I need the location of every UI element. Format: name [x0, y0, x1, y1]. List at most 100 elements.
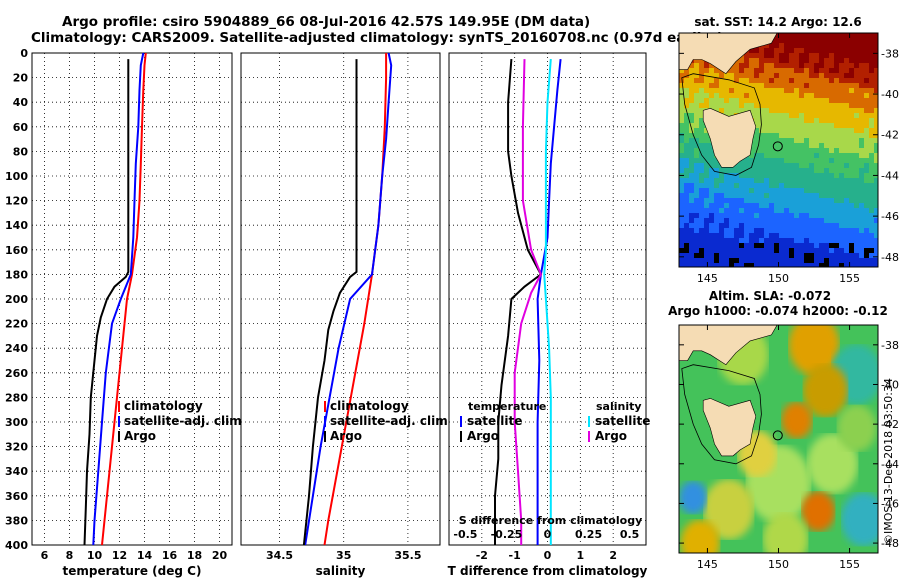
sst-cell [849, 143, 854, 148]
sst-cell [854, 98, 859, 103]
sst-cell [874, 118, 878, 123]
sst-cell [714, 213, 719, 218]
sst-cell [824, 148, 829, 153]
sla-blob [806, 433, 859, 495]
sst-cell [794, 163, 799, 168]
sst-cell [849, 53, 854, 58]
sst-cell [694, 158, 699, 163]
sst-cell [819, 168, 824, 173]
sst-cell [764, 198, 769, 203]
sst-cell [739, 188, 744, 193]
sst-cell [714, 218, 719, 223]
sst-cell [799, 48, 804, 53]
sst-cell [749, 253, 754, 258]
sst-cell [729, 198, 734, 203]
sst-cell [874, 228, 878, 233]
sst-cell [794, 153, 799, 158]
sst-cell [809, 173, 814, 178]
sst-cell [864, 158, 869, 163]
sst-cell [729, 98, 734, 103]
series-line [302, 59, 358, 546]
sst-cell [869, 228, 874, 233]
sst-cell [699, 128, 704, 133]
sst-cell [864, 263, 869, 267]
sst-cell [829, 103, 834, 108]
sst-cell [709, 93, 714, 98]
sst-cell [814, 213, 819, 218]
sst-cell [729, 168, 734, 173]
sst-cell [784, 118, 789, 123]
x-tick-label: 16 [162, 549, 178, 562]
sst-cell [834, 48, 839, 53]
sst-cell [704, 103, 709, 108]
sst-cell [859, 83, 864, 88]
sst-cell [799, 128, 804, 133]
sst-cell [794, 258, 799, 263]
x-tick-label: 1 [577, 549, 585, 562]
sst-cell [779, 113, 784, 118]
sst-cell [744, 213, 749, 218]
sst-cell [684, 193, 689, 198]
sst-cell [854, 148, 859, 153]
sst-cell [854, 188, 859, 193]
plot-frame [240, 52, 441, 546]
sst-cell [819, 258, 824, 263]
sst-cell [799, 183, 804, 188]
sst-cell [859, 148, 864, 153]
sst-cell [839, 103, 844, 108]
sst-cell [739, 198, 744, 203]
sst-cell [784, 248, 789, 253]
sst-cell [844, 193, 849, 198]
sst-cell [859, 193, 864, 198]
sst-cell [784, 158, 789, 163]
sst-cell [829, 173, 834, 178]
sst-cell [709, 143, 714, 148]
sst-cell [689, 243, 694, 248]
sst-cell [824, 263, 829, 267]
sst-cell [829, 238, 834, 243]
sst-cell [709, 78, 714, 83]
sst-cell [859, 113, 864, 118]
sst-cell [804, 123, 809, 128]
sst-cell [854, 143, 859, 148]
sst-cell [754, 213, 759, 218]
sst-cell [814, 233, 819, 238]
sst-cell [694, 223, 699, 228]
sst-cell [749, 48, 754, 53]
sst-cell [834, 113, 839, 118]
sst-cell [689, 128, 694, 133]
sst-cell [739, 168, 744, 173]
sst-cell [779, 203, 784, 208]
sst-cell [814, 123, 819, 128]
legend-label: Argo [330, 429, 362, 443]
sst-cell [799, 158, 804, 163]
sst-cell [784, 68, 789, 73]
sst-cell [869, 153, 874, 158]
x-axis-label: temperature (deg C) [63, 564, 202, 578]
sst-cell [849, 248, 854, 253]
sst-cell [759, 258, 764, 263]
sst-cell [684, 228, 689, 233]
y-tick-label: 280 [5, 391, 28, 404]
sst-cell [799, 193, 804, 198]
sst-cell [864, 213, 869, 218]
sst-cell [684, 133, 689, 138]
sst-cell [774, 68, 779, 73]
sst-cell [779, 223, 784, 228]
sst-cell [694, 153, 699, 158]
sst-cell [789, 263, 794, 267]
sst-cell [849, 48, 854, 53]
sst-cell [689, 73, 694, 78]
sst-cell [874, 148, 878, 153]
sst-cell [794, 138, 799, 143]
sst-cell [699, 163, 704, 168]
sst-cell [784, 133, 789, 138]
sst-cell [809, 133, 814, 138]
sst-cell [759, 218, 764, 223]
sst-cell [859, 223, 864, 228]
sst-cell [714, 258, 719, 263]
sst-cell [774, 208, 779, 213]
sst-cell [809, 78, 814, 83]
legend-label: Argo [467, 429, 499, 443]
x-tick-label: 0 [544, 549, 552, 562]
